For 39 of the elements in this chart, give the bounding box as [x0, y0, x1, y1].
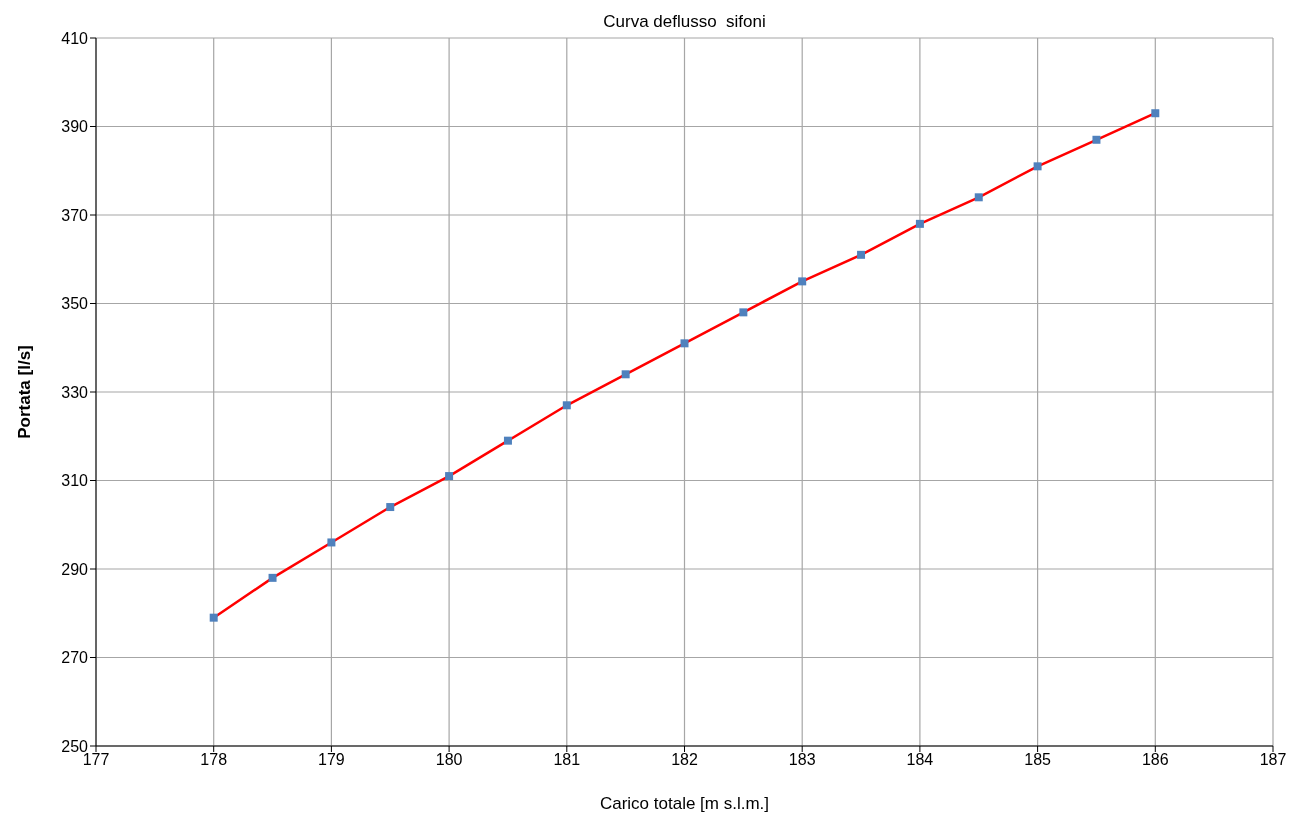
chart-title: Curva deflusso sifoni: [602, 12, 767, 32]
point: [209, 613, 218, 622]
y-tick-label: 270: [61, 649, 89, 667]
point: [915, 219, 924, 228]
x-tick-label: 184: [906, 751, 934, 769]
point: [798, 277, 807, 286]
point: [680, 339, 689, 348]
point: [621, 370, 630, 379]
y-tick-label: 330: [61, 383, 89, 401]
x-tick-label: 177: [82, 751, 110, 769]
point: [974, 193, 983, 202]
point: [1092, 135, 1101, 144]
y-tick-label: 290: [61, 560, 89, 578]
x-tick-label: 179: [318, 751, 345, 769]
y-tick-label: 310: [61, 472, 89, 490]
point: [445, 472, 454, 481]
point: [386, 503, 395, 512]
point: [857, 250, 866, 259]
point: [739, 308, 748, 317]
x-tick-label: 187: [1259, 751, 1287, 769]
y-tick-label: 390: [61, 118, 89, 136]
y-tick-label: 370: [61, 206, 89, 224]
y-tick-label: 350: [61, 295, 89, 313]
point: [503, 436, 512, 445]
y-tick-label: 410: [61, 29, 89, 47]
point: [327, 538, 336, 547]
x-tick-label: 183: [788, 751, 816, 769]
point: [268, 573, 277, 582]
x-tick-label: 185: [1024, 751, 1052, 769]
x-axis-title: Carico totale [m s.l.m.]: [599, 794, 770, 813]
point: [1151, 109, 1160, 118]
x-tick-label: 182: [671, 751, 698, 769]
point: [1033, 162, 1042, 171]
x-tick-label: 181: [553, 751, 581, 769]
x-tick-label: 180: [435, 751, 463, 769]
point: [562, 401, 571, 410]
x-tick-label: 178: [200, 751, 228, 769]
y-axis-title: Portata [l/s]: [15, 345, 35, 439]
x-tick-label: 186: [1141, 751, 1169, 769]
